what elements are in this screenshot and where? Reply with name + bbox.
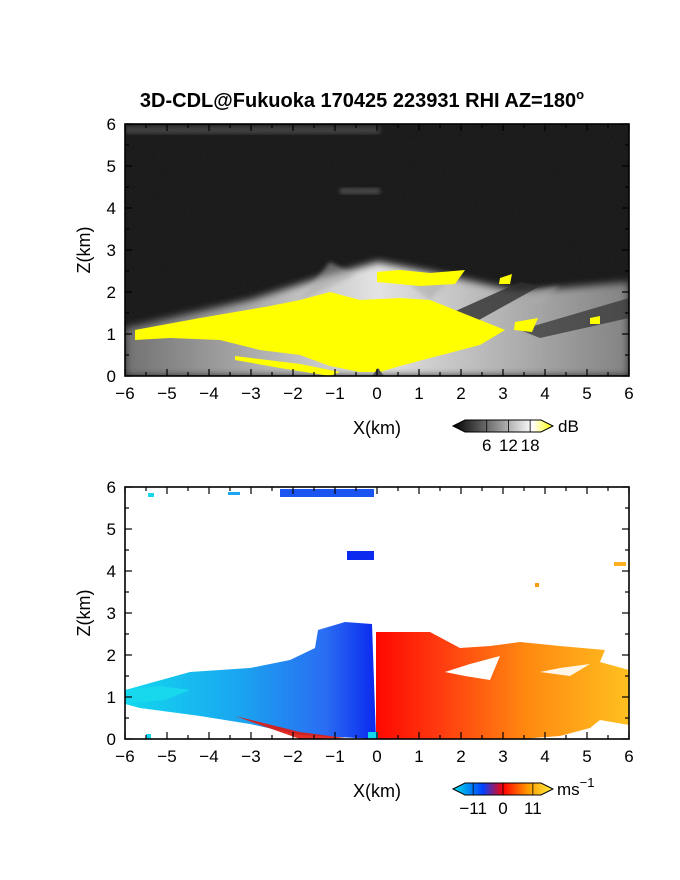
x-tick-label: −1 xyxy=(325,747,344,766)
y-tick-label: 4 xyxy=(107,562,116,581)
x-tick-label: −3 xyxy=(241,384,260,403)
colorbar-tick-label: 0 xyxy=(498,799,507,818)
yellow-ground-streak xyxy=(235,356,340,376)
x-tick-label: −4 xyxy=(199,747,218,766)
velocity-colorbar-unit-base: ms xyxy=(557,780,580,799)
y-tick-label: 2 xyxy=(107,646,116,665)
title-degree: o xyxy=(576,87,584,102)
x-tick-label: 5 xyxy=(582,747,591,766)
velocity-ground-cyan2 xyxy=(146,734,151,739)
velocity-right-region xyxy=(376,632,629,739)
intensity-colorbar-ticks: 6 12 18 xyxy=(482,420,540,455)
x-tick-label: 3 xyxy=(498,747,507,766)
x-tick-label: 4 xyxy=(540,384,549,403)
velocity-left-edge xyxy=(235,716,345,739)
y-tick-label: 1 xyxy=(107,688,116,707)
velocity-colorbar-unit: ms−1 xyxy=(557,775,595,799)
dark-ray-right2 xyxy=(520,298,629,338)
intensity-colorbar-unit: dB xyxy=(558,417,579,436)
y-tick-label: 6 xyxy=(107,115,116,134)
x-tick-label: −4 xyxy=(199,384,218,403)
x-tick-label: 2 xyxy=(456,747,465,766)
yellow-band xyxy=(377,270,465,286)
velocity-ylabel: Z(km) xyxy=(74,590,94,637)
chart-title: 3D-CDL@Fukuoka 170425 223931 RHI AZ=180o xyxy=(140,87,584,112)
velocity-colorbar: ms−1 −11 0 11 xyxy=(451,775,595,818)
intensity-axes: −6 −5 −4 −3 −2 −1 0 1 2 3 4 5 6 0 1 2 3 4 5 6 xyxy=(107,115,634,403)
x-tick-label: −2 xyxy=(283,747,302,766)
velocity-orange-speck2 xyxy=(614,562,626,566)
x-tick-label: −5 xyxy=(157,747,176,766)
velocity-left-region xyxy=(125,622,376,739)
intensity-panel xyxy=(125,124,629,376)
intensity-colorbar: dB 6 12 18 xyxy=(451,417,579,455)
colorbar-tick-label: −11 xyxy=(459,799,487,818)
y-tick-label: 1 xyxy=(107,325,116,344)
x-tick-label: 1 xyxy=(414,384,423,403)
yellow-patch-r1 xyxy=(499,274,512,284)
intensity-xlabel: X(km) xyxy=(353,418,401,438)
x-tick-label: −6 xyxy=(115,384,134,403)
yellow-patch-r2 xyxy=(514,318,538,332)
velocity-left-tip xyxy=(125,686,190,704)
velocity-colorbar-ticks: −11 0 11 xyxy=(459,783,542,818)
y-tick-label: 6 xyxy=(107,478,116,497)
y-tick-label: 5 xyxy=(107,157,116,176)
velocity-upper-speck2 xyxy=(148,493,154,497)
velocity-panel xyxy=(125,487,629,739)
colorbar-tick-label: 6 xyxy=(482,436,491,455)
y-tick-label: 0 xyxy=(107,367,116,386)
upper-streak xyxy=(125,126,380,134)
x-tick-label: 0 xyxy=(372,384,381,403)
yellow-core xyxy=(135,292,505,372)
x-tick-label: 3 xyxy=(498,384,507,403)
x-tick-label: 5 xyxy=(582,384,591,403)
x-tick-label: −1 xyxy=(325,384,344,403)
x-tick-label: −3 xyxy=(241,747,260,766)
y-tick-label: 4 xyxy=(107,199,116,218)
colorbar-tick-label: 18 xyxy=(521,436,540,455)
x-tick-label: 4 xyxy=(540,747,549,766)
velocity-mid-patch xyxy=(347,551,374,560)
velocity-xlabel: X(km) xyxy=(353,781,401,801)
colorbar-tick-label: 11 xyxy=(524,799,542,818)
velocity-upper-speck xyxy=(228,492,240,495)
intensity-colorbar-bar xyxy=(451,419,555,433)
x-tick-label: 2 xyxy=(456,384,465,403)
velocity-orange-speck xyxy=(535,583,539,587)
x-tick-label: −5 xyxy=(157,384,176,403)
radar-site xyxy=(372,368,384,376)
yellow-patch-r3 xyxy=(590,316,600,324)
x-tick-label: 0 xyxy=(372,747,381,766)
velocity-right-gap2 xyxy=(540,664,590,676)
x-tick-label: 6 xyxy=(624,384,633,403)
x-tick-label: −6 xyxy=(115,747,134,766)
velocity-colorbar-unit-exp: −1 xyxy=(580,775,595,790)
x-tick-label: 6 xyxy=(624,747,633,766)
x-tick-label: 1 xyxy=(414,747,423,766)
title-text: 3D-CDL@Fukuoka 170425 223931 RHI AZ=180 xyxy=(140,90,576,112)
y-tick-label: 2 xyxy=(107,283,116,302)
colorbar-tick-label: 12 xyxy=(499,436,518,455)
velocity-right-gap xyxy=(445,656,500,680)
velocity-upper-strip xyxy=(280,489,374,497)
y-tick-label: 3 xyxy=(107,604,116,623)
velocity-ground-cyan xyxy=(368,732,378,739)
x-tick-label: −2 xyxy=(283,384,302,403)
velocity-axes: −6 −5 −4 −3 −2 −1 0 1 2 3 4 5 6 0 1 2 3 4 5 6 xyxy=(107,478,634,766)
y-tick-label: 5 xyxy=(107,520,116,539)
y-tick-label: 3 xyxy=(107,241,116,260)
y-tick-label: 0 xyxy=(107,730,116,749)
intensity-ylabel: Z(km) xyxy=(74,227,94,274)
upper-echo xyxy=(340,188,380,194)
